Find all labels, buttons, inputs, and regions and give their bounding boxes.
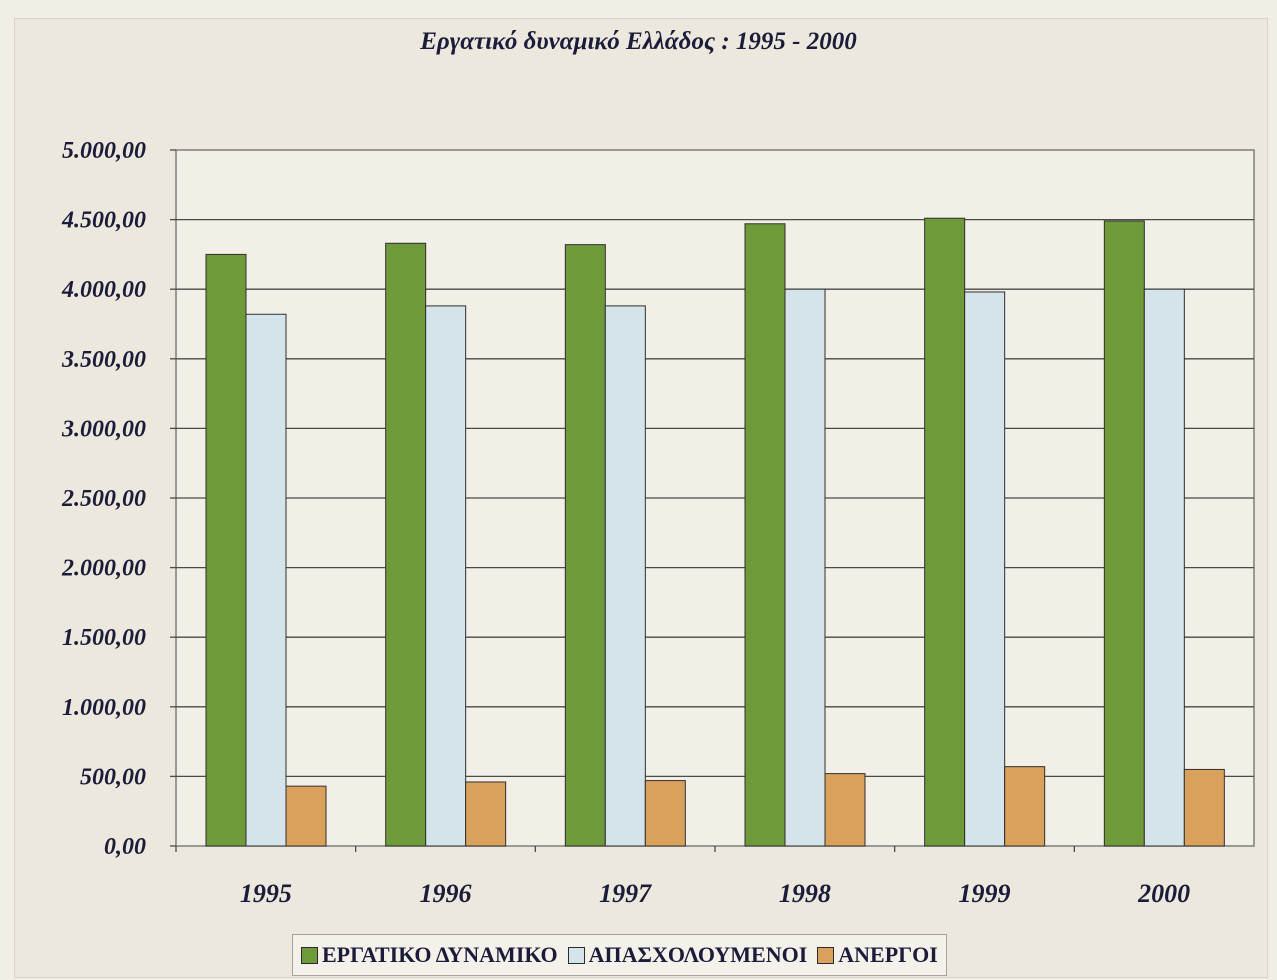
y-tick-label: 0,00 — [104, 834, 146, 860]
legend-swatch — [301, 946, 318, 964]
bar — [744, 223, 786, 847]
bar — [245, 313, 287, 847]
y-tick-label: 2.500,00 — [61, 486, 146, 512]
bar — [205, 253, 247, 847]
legend-item: ΑΠΑΣΧΟΛΟΥΜΕΝΟΙ — [567, 942, 808, 968]
legend-swatch — [817, 946, 835, 964]
x-tick-label: 1996 — [420, 879, 472, 908]
legend-item: ΑΝΕΡΓΟΙ — [817, 942, 938, 968]
bar — [425, 305, 467, 847]
bar — [385, 242, 427, 847]
bar — [564, 244, 606, 847]
bar — [784, 288, 826, 847]
y-tick-label: 1.500,00 — [62, 625, 146, 651]
legend-label: ΑΠΑΣΧΟΛΟΥΜΕΝΟΙ — [588, 942, 808, 967]
bar — [1183, 768, 1225, 847]
y-axis: 0,00 500,00 1.000,00 1.500,00 2.000,00 2.500,… — [61, 138, 176, 860]
y-tick-label: 3.500,00 — [61, 347, 146, 373]
x-axis: 1995 1996 1997 1998 1999 2000 — [175, 846, 1190, 908]
bar — [924, 217, 966, 847]
gridlines — [176, 218, 1254, 778]
x-tick-label: 2000 — [1137, 879, 1190, 908]
y-tick-label: 4.500,00 — [61, 208, 146, 234]
bar — [964, 291, 1006, 847]
bar — [1143, 288, 1185, 847]
y-tick-label: 1.000,00 — [62, 695, 146, 721]
y-tick-label: 5.000,00 — [62, 138, 146, 164]
bar — [1004, 766, 1046, 847]
x-tick-label: 1998 — [779, 879, 831, 908]
y-tick-label: 500,00 — [80, 764, 146, 790]
y-tick-label: 4.000,00 — [61, 277, 146, 303]
bar — [824, 773, 866, 847]
bar — [465, 781, 507, 847]
legend-item: ΕΡΓΑΤΙΚΟ ΔΥΝΑΜΙΚΟ — [301, 942, 558, 968]
bar — [285, 785, 327, 847]
y-tick-label: 2.000,00 — [61, 556, 146, 582]
chart-title: Εργατικό δυναμικό Ελλάδος : 1995 - 2000 — [420, 28, 857, 55]
bar — [644, 780, 686, 847]
bars — [205, 217, 1225, 847]
legend: ΕΡΓΑΤΙΚΟ ΔΥΝΑΜΙΚΟ ΑΠΑΣΧΟΛΟΥΜΕΝΟΙ ΑΝΕΡΓΟΙ — [292, 934, 947, 976]
x-tick-label: 1997 — [599, 879, 652, 908]
legend-label: ΕΡΓΑΤΙΚΟ ΔΥΝΑΜΙΚΟ — [322, 942, 558, 967]
legend-swatch — [567, 946, 585, 964]
legend-label: ΑΝΕΡΓΟΙ — [838, 942, 938, 967]
y-tick-label: 3.000,00 — [61, 416, 146, 442]
x-tick-label: 1995 — [240, 879, 292, 908]
bar — [1103, 220, 1145, 847]
x-tick-label: 1999 — [959, 879, 1011, 908]
bar — [604, 305, 646, 847]
